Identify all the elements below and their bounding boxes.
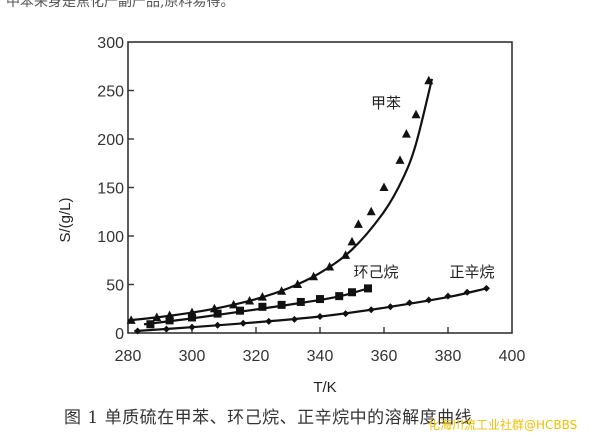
data-point-triangle [257,292,267,301]
data-point-diamond [188,323,196,331]
data-point-square [277,300,286,309]
data-point-triangle [152,312,162,321]
data-point-diamond [342,310,350,318]
x-axis-title: T/K [313,379,336,396]
data-point-diamond [265,317,273,325]
data-point-square [316,295,324,304]
data-point-square [348,288,356,297]
y-tick-label: 200 [97,132,124,149]
y-tick-label: 250 [97,84,124,101]
x-tick-label: 320 [243,348,270,365]
data-point-triangle [126,315,136,324]
y-tick-label: 300 [97,35,124,52]
x-tick-label: 340 [307,348,334,365]
series-markers [126,75,490,335]
data-point-triangle [366,206,376,216]
data-point-square [236,306,244,315]
watermark: 化海川流工业社群@HCBBS [428,418,578,432]
data-point-diamond [367,306,375,314]
x-tick-label: 380 [435,348,462,365]
figure-caption: 图 1 单质硫在甲苯、环己烷、正辛烷中的溶解度曲线 [64,408,473,428]
data-point-square [296,297,305,306]
y-tick-label: 100 [97,229,124,246]
data-point-triangle [325,262,335,271]
x-tick-label: 280 [115,348,142,365]
data-point-diamond [134,327,142,335]
data-point-triangle [411,109,421,119]
x-tick-label: 360 [371,348,398,365]
data-point-diamond [444,292,452,300]
data-point-triangle [341,250,351,259]
x-axis-ticks: 280 300 320 340 360 380 400 [115,327,526,365]
data-point-triangle [401,129,411,138]
data-point-triangle [395,155,405,164]
series-label-0: 甲苯 [371,94,401,112]
data-point-square [188,313,196,322]
data-point-triangle [379,182,389,191]
y-axis-title: S/(g/L) [57,197,74,242]
series-curves [127,78,487,333]
data-point-square [213,309,222,318]
data-point-diamond [406,299,414,307]
x-tick-label: 400 [499,348,526,365]
data-point-triangle [309,271,319,281]
data-point-diamond [239,319,247,327]
data-point-diamond [425,296,433,304]
header-fragment: 中苯来身是焦化产副产品,原料易得。 [6,0,235,10]
data-point-square [364,284,372,293]
y-axis-ticks: 0 50 100 150 200 250 300 [97,35,134,343]
data-point-diamond [316,313,324,321]
data-point-diamond [214,321,222,329]
data-point-triangle [277,286,287,295]
series-line-0 [127,78,434,322]
data-point-triangle [293,279,303,288]
data-point-triangle [245,295,255,305]
series-label-2: 正辛烷 [449,263,494,281]
data-point-diamond [290,315,298,323]
plot-frame [127,41,513,334]
data-point-diamond [386,303,394,311]
data-point-triangle [424,75,434,85]
data-point-triangle [353,219,363,228]
data-point-triangle [229,299,239,309]
data-point-triangle [347,236,357,246]
series-line-1 [143,287,369,326]
data-point-diamond [463,288,471,296]
data-point-square [335,292,344,301]
data-point-square [146,320,155,329]
data-point-square [258,302,267,311]
data-point-diamond [482,284,490,292]
series-line-2 [134,287,487,333]
y-tick-label: 50 [106,278,124,295]
series-label-1: 环己烷 [353,263,398,281]
x-tick-label: 300 [179,348,206,365]
y-tick-label: 0 [115,326,124,343]
y-tick-label: 150 [97,181,124,198]
plot-border [127,41,513,334]
data-point-square [165,316,174,325]
data-point-diamond [162,325,170,333]
